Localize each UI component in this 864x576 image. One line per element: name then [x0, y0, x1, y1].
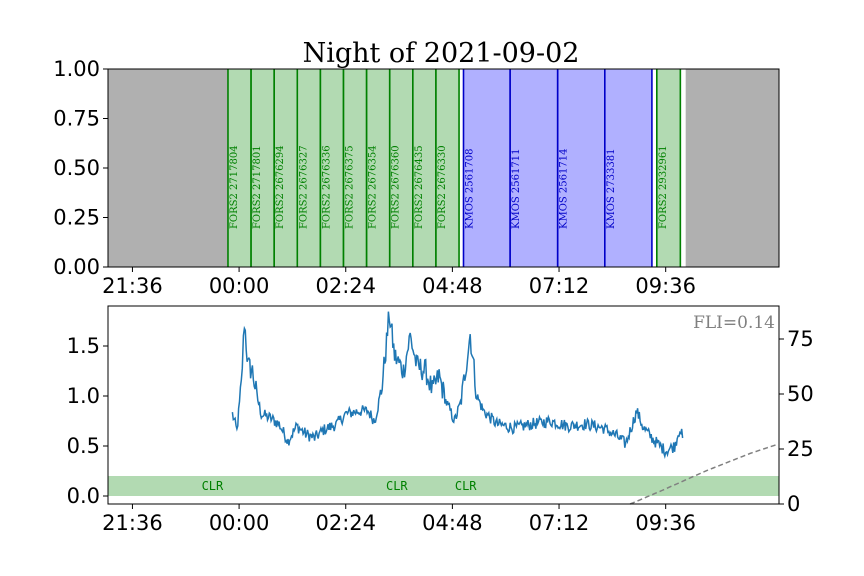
schedule-block [557, 69, 605, 267]
schedule-block [510, 69, 558, 267]
schedule-block [343, 69, 367, 267]
schedule-block [297, 69, 321, 267]
schedule-block [366, 69, 390, 267]
y2-tick-label: 0 [787, 492, 800, 516]
y-tick-label: 1.00 [53, 57, 100, 81]
schedule-block [227, 69, 252, 267]
weather-label: CLR [386, 479, 408, 493]
y-tick-label: 0.75 [53, 107, 100, 131]
block-label: FORS2 2676330 [437, 145, 448, 229]
y2-tick-label: 50 [787, 382, 814, 406]
weather-label: CLR [202, 479, 224, 493]
y-tick-label: 1.5 [67, 334, 100, 358]
block-label: FORS2 2676294 [275, 145, 286, 229]
block-label: FORS2 2676327 [298, 145, 309, 229]
x-tick-label: 21:36 [102, 274, 163, 298]
y-tick-label: 0.00 [53, 255, 100, 279]
block-label: KMOS 2561714 [559, 149, 570, 229]
x-tick-label: 04:48 [422, 274, 483, 298]
moon-series-line [629, 443, 778, 505]
y2-tick-label: 25 [787, 437, 814, 461]
schedule-block [435, 69, 460, 267]
block-label: FORS2 2676360 [391, 145, 402, 229]
block-label: FORS2 2717801 [252, 145, 263, 229]
block-label: FORS2 2676375 [345, 145, 356, 229]
fli-annotation: FLI=0.14 [693, 313, 775, 333]
block-label: FORS2 2932961 [658, 145, 669, 229]
schedule-block [274, 69, 298, 267]
schedule-block [389, 69, 413, 267]
schedule-block [412, 69, 436, 267]
seeing-panel: CLR CLR CLR 0.0 0.5 1.0 1.5 0 25 50 75 21:36 00:00 02… [67, 305, 814, 535]
x-tick-label: 07:12 [529, 274, 590, 298]
schedule-block [320, 69, 344, 267]
block-label: FORS2 2676354 [368, 145, 379, 229]
y-tick-label: 0.0 [67, 484, 100, 508]
y-tick-label: 0.25 [53, 206, 100, 230]
y-tick-label: 1.0 [67, 384, 100, 408]
schedule-block [251, 69, 275, 267]
daytime-after-shade [685, 69, 779, 267]
schedule-panel: FORS2 2717804 FORS2 2717801 FORS2 2676294 F… [53, 57, 780, 298]
daytime-before-shade [108, 69, 228, 267]
block-label: FORS2 2676336 [321, 145, 332, 229]
schedule-block [604, 69, 652, 267]
x-tick-label: 02:24 [315, 511, 376, 535]
y-tick-label: 0.5 [67, 434, 100, 458]
x-tick-label: 00:00 [209, 274, 270, 298]
seeing-frame [107, 305, 780, 505]
x-tick-label: 02:24 [315, 274, 376, 298]
y-tick-label: 0.50 [53, 156, 100, 180]
schedule-block [656, 69, 681, 267]
x-tick-label: 09:36 [635, 511, 696, 535]
weather-band [108, 476, 779, 496]
weather-label: CLR [455, 479, 477, 493]
x-tick-label: 07:12 [529, 511, 590, 535]
block-label: FORS2 2717804 [229, 145, 240, 229]
x-tick-label: 21:36 [102, 511, 163, 535]
block-label: KMOS 2733381 [606, 149, 617, 229]
y2-tick-label: 75 [787, 327, 814, 351]
schedule-block [463, 69, 511, 267]
x-tick-label: 04:48 [422, 511, 483, 535]
block-label: KMOS 2561708 [464, 149, 475, 229]
block-label: FORS2 2676435 [414, 145, 425, 229]
block-label: KMOS 2561711 [511, 149, 522, 229]
chart-title: Night of 2021-09-02 [303, 38, 580, 69]
x-tick-label: 09:36 [635, 274, 696, 298]
x-tick-label: 00:00 [209, 511, 270, 535]
seeing-series-line [231, 311, 684, 460]
